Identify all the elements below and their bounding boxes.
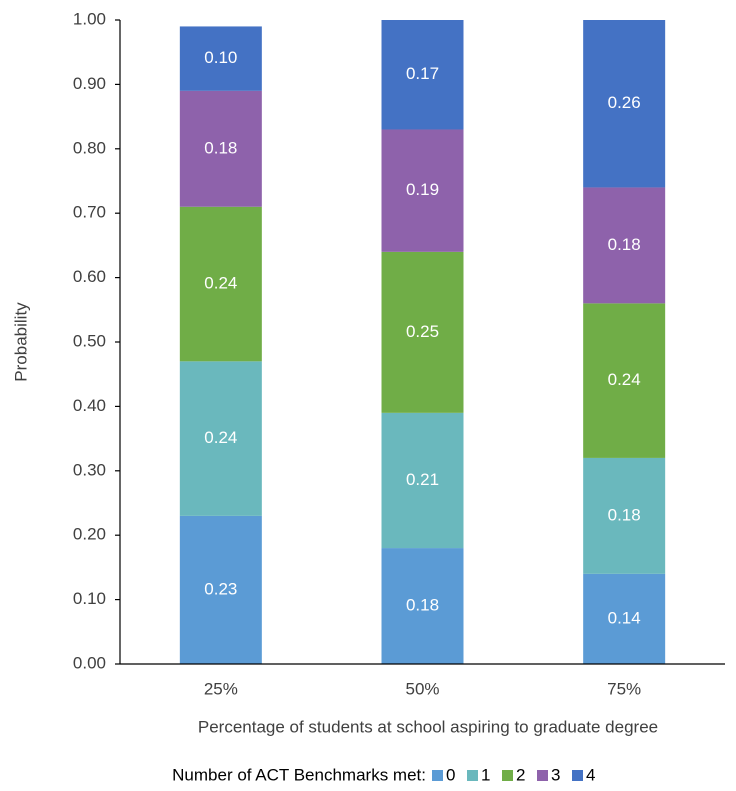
legend-label: 1 [481,765,490,784]
legend-title: Number of ACT Benchmarks met: [172,765,426,784]
x-tick-label: 25% [204,679,238,698]
bar-segment [381,412,464,549]
data-label: 0.14 [608,608,641,627]
bar-segment [583,20,666,188]
bar-segment [179,90,262,207]
legend-label: 0 [446,765,455,784]
data-label: 0.18 [406,596,439,615]
data-label: 0.24 [204,274,237,293]
y-tick-label: 0.20 [73,525,106,544]
data-label: 0.26 [608,93,641,112]
data-label: 0.10 [204,48,237,67]
data-label: 0.18 [608,235,641,254]
legend-swatch [537,770,548,781]
legend-label: 3 [551,765,560,784]
legend-label: 2 [516,765,525,784]
legend-label: 4 [586,765,595,784]
y-tick-label: 0.90 [73,74,106,93]
data-label: 0.24 [608,370,641,389]
data-label: 0.23 [204,579,237,598]
data-label: 0.25 [406,322,439,341]
bar-segment [381,251,464,413]
y-tick-label: 0.40 [73,396,106,415]
x-axis-title: Percentage of students at school aspirin… [198,717,658,736]
bar-segment [179,515,262,664]
data-label: 0.18 [204,138,237,157]
data-label: 0.21 [406,470,439,489]
y-axis-title: Probability [11,302,30,382]
legend-swatch [467,770,478,781]
legend-swatch [502,770,513,781]
bar-segment [381,20,464,130]
y-tick-label: 0.80 [73,138,106,157]
legend-swatch [572,770,583,781]
y-tick-label: 0.10 [73,589,106,608]
y-tick-label: 1.00 [73,9,106,28]
legend-swatch [432,770,443,781]
y-tick-label: 0.50 [73,331,106,350]
data-label: 0.17 [406,64,439,83]
bar-segment [179,361,262,516]
y-tick-label: 0.70 [73,203,106,222]
y-tick-label: 0.60 [73,267,106,286]
bar-segment [381,548,464,664]
x-tick-label: 75% [607,679,641,698]
x-tick-label: 50% [405,679,439,698]
bar-segment [583,573,666,664]
bar-segment [179,206,262,362]
data-label: 0.24 [204,428,237,447]
bar-segment [381,129,464,252]
data-label: 0.18 [608,505,641,524]
y-tick-label: 0.00 [73,653,106,672]
bar-segment [583,457,666,574]
bar-segment [179,26,262,91]
bar-segment [583,303,666,458]
data-label: 0.19 [406,180,439,199]
y-tick-label: 0.30 [73,460,106,479]
bar-segment [583,187,666,304]
